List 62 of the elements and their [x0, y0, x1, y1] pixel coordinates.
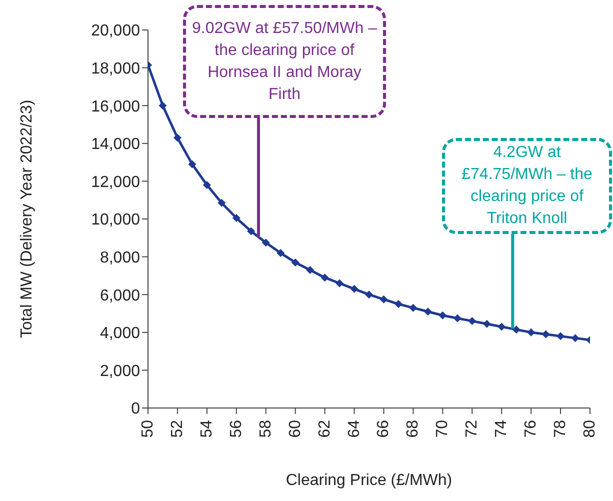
point [394, 300, 402, 308]
point [365, 290, 373, 299]
x-tick-label: 76 [522, 420, 540, 438]
x-tick-label: 72 [464, 420, 481, 438]
point [498, 322, 506, 331]
point [232, 214, 240, 222]
y-tick-label: 2,000 [100, 362, 140, 380]
point [380, 295, 388, 304]
point [173, 134, 182, 142]
x-tick-label: 66 [375, 420, 392, 438]
x-tick-label: 80 [582, 420, 598, 438]
x-tick-label: 58 [257, 420, 274, 438]
x-tick-label: 52 [168, 420, 186, 438]
x-tick-label: 60 [286, 420, 304, 438]
point [218, 198, 226, 207]
y-tick-label: 12,000 [91, 174, 140, 191]
point [276, 249, 285, 258]
point [453, 314, 462, 322]
point [556, 332, 565, 340]
point [188, 160, 196, 168]
y-tick-label: 20,000 [91, 22, 140, 40]
y-tick-label: 16,000 [91, 98, 140, 116]
point [247, 227, 256, 236]
callout: 9.02GW at £57.50/MWh – the clearing price of Hornsea II and Moray Firth [183, 5, 386, 238]
point [527, 328, 536, 336]
point [438, 311, 447, 320]
y-axis-title: Total MW (Delivery Year 2022/23) [18, 100, 36, 338]
point [320, 274, 329, 282]
point [424, 308, 432, 316]
x-tick-label: 50 [140, 420, 156, 438]
point [482, 320, 491, 328]
y-tick-label: 8,000 [100, 249, 140, 266]
x-tick-label: 54 [198, 420, 216, 438]
point [542, 330, 550, 338]
point [409, 304, 418, 312]
y-tick-label: 18,000 [91, 60, 140, 78]
point [202, 180, 211, 189]
point [306, 266, 314, 274]
point [262, 238, 270, 247]
y-tick-label: 10,000 [91, 212, 140, 229]
point [158, 102, 167, 110]
point [571, 334, 580, 342]
y-tick-label: 6,000 [100, 287, 140, 304]
x-tick-label: 62 [316, 420, 334, 438]
x-axis-title: Clearing Price (£/MWh) [286, 472, 452, 489]
annotation: 4.2GW at £74.75/MWh – the clearing price of Triton Knoll [460, 143, 594, 229]
x-tick-label: 56 [228, 420, 245, 438]
x-tick-label: 78 [552, 420, 570, 438]
y-tick-label: 0 [131, 400, 140, 418]
x-tick-label: 68 [404, 420, 422, 438]
point [336, 279, 344, 288]
point [291, 258, 300, 266]
y-tick-label: 4,000 [100, 325, 140, 342]
x-tick-label: 74 [493, 420, 510, 438]
y-tick-label: 14,000 [91, 136, 140, 154]
x-tick-label: 70 [434, 420, 452, 438]
callout: 4.2GW at £74.75/MWh – the clearing price of Triton Knoll [442, 138, 612, 329]
point [512, 326, 520, 334]
point [468, 317, 476, 326]
x-tick-label: 64 [346, 420, 363, 438]
point [350, 284, 358, 293]
annotation: 9.02GW at £57.50/MWh – the clearing price of Hornsea II and Moray Firth [191, 18, 378, 104]
